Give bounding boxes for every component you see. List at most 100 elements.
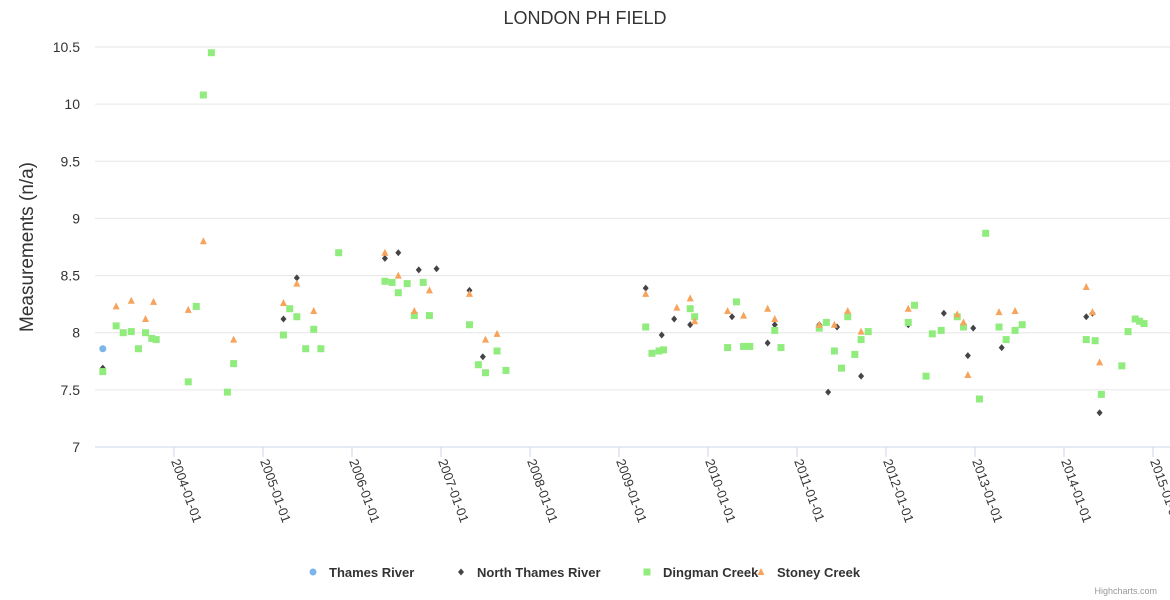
dingman-creek-point[interactable] xyxy=(317,345,325,353)
north-thames-river-point[interactable] xyxy=(729,313,736,321)
north-thames-river-point[interactable] xyxy=(825,388,832,396)
dingman-creek-point[interactable] xyxy=(844,313,852,321)
dingman-creek-point[interactable] xyxy=(152,336,160,344)
dingman-creek-point[interactable] xyxy=(482,369,489,377)
dingman-creek-point[interactable] xyxy=(207,49,215,57)
dingman-creek-point[interactable] xyxy=(1082,336,1090,344)
dingman-creek-point[interactable] xyxy=(746,342,754,350)
stoney-creek-point[interactable] xyxy=(953,310,961,318)
dingman-creek-point[interactable] xyxy=(388,278,396,286)
dingman-creek-point[interactable] xyxy=(199,91,207,99)
dingman-creek-point[interactable] xyxy=(134,345,142,353)
stoney-creek-point[interactable] xyxy=(394,271,402,279)
stoney-creek-point[interactable] xyxy=(410,307,418,314)
legend-label-dingman-creek[interactable]: Dingman Creek xyxy=(663,565,759,580)
stoney-creek-point[interactable] xyxy=(673,303,681,311)
dingman-creek-point[interactable] xyxy=(335,249,343,257)
dingman-creek-point[interactable] xyxy=(1131,315,1139,323)
dingman-creek-point[interactable] xyxy=(937,326,945,334)
stoney-creek-point[interactable] xyxy=(686,294,694,302)
dingman-creek-point[interactable] xyxy=(815,324,823,332)
dingman-creek-point[interactable] xyxy=(148,334,156,342)
dingman-creek-point[interactable] xyxy=(1011,326,1019,334)
dingman-creek-point[interactable] xyxy=(740,342,748,350)
dingman-creek-point[interactable] xyxy=(184,378,192,386)
credits-link[interactable]: Highcharts.com xyxy=(1094,586,1157,596)
dingman-creek-point[interactable] xyxy=(279,331,287,339)
legend-marker-thames-river[interactable] xyxy=(309,568,317,576)
north-thames-river-point[interactable] xyxy=(687,321,694,329)
legend-item-stoney-creek[interactable]: Stoney Creek xyxy=(757,565,861,580)
stoney-creek-point[interactable] xyxy=(857,327,865,335)
dingman-creek-point[interactable] xyxy=(474,361,482,369)
dingman-creek-point[interactable] xyxy=(410,312,418,320)
stoney-creek-point[interactable] xyxy=(150,297,158,305)
dingman-creek-point[interactable] xyxy=(1118,362,1126,370)
north-thames-river-point[interactable] xyxy=(395,249,402,257)
dingman-creek-point[interactable] xyxy=(425,312,433,320)
dingman-creek-point[interactable] xyxy=(691,313,699,321)
stoney-creek-point[interactable] xyxy=(142,315,150,322)
stoney-creek-point[interactable] xyxy=(425,286,433,294)
legend-item-north-thames-river[interactable]: North Thames River xyxy=(458,565,601,580)
dingman-creek-point[interactable] xyxy=(1140,320,1148,328)
dingman-creek-point[interactable] xyxy=(904,318,912,326)
legend-label-thames-river[interactable]: Thames River xyxy=(329,565,414,580)
north-thames-river-point[interactable] xyxy=(671,315,678,323)
dingman-creek-point[interactable] xyxy=(642,323,650,331)
stoney-creek-point[interactable] xyxy=(964,371,972,378)
dingman-creek-point[interactable] xyxy=(732,298,740,306)
dingman-creek-point[interactable] xyxy=(995,323,1003,331)
dingman-creek-point[interactable] xyxy=(777,344,785,352)
dingman-creek-point[interactable] xyxy=(394,289,402,297)
dingman-creek-point[interactable] xyxy=(493,347,501,355)
stoney-creek-point[interactable] xyxy=(381,248,389,256)
stoney-creek-point[interactable] xyxy=(279,299,287,306)
stoney-creek-point[interactable] xyxy=(184,305,192,313)
legend-item-dingman-creek[interactable]: Dingman Creek xyxy=(643,565,760,580)
dingman-creek-point[interactable] xyxy=(857,336,865,344)
stoney-creek-point[interactable] xyxy=(959,318,967,326)
dingman-creek-point[interactable] xyxy=(975,395,983,403)
north-thames-river-point[interactable] xyxy=(970,324,977,332)
north-thames-river-point[interactable] xyxy=(998,344,1005,352)
dingman-creek-point[interactable] xyxy=(419,278,427,286)
dingman-creek-point[interactable] xyxy=(99,368,107,376)
north-thames-river-point[interactable] xyxy=(940,309,947,317)
dingman-creek-point[interactable] xyxy=(223,388,231,396)
dingman-creek-point[interactable] xyxy=(230,360,238,368)
legend-marker-stoney-creek[interactable] xyxy=(757,568,765,575)
north-thames-river-point[interactable] xyxy=(771,321,778,329)
dingman-creek-point[interactable] xyxy=(142,329,150,337)
dingman-creek-point[interactable] xyxy=(838,364,845,372)
dingman-creek-point[interactable] xyxy=(724,344,732,352)
stoney-creek-point[interactable] xyxy=(1011,307,1019,314)
stoney-creek-point[interactable] xyxy=(724,307,732,314)
stoney-creek-point[interactable] xyxy=(1088,308,1096,316)
dingman-creek-point[interactable] xyxy=(910,301,918,309)
north-thames-river-point[interactable] xyxy=(415,266,422,274)
north-thames-river-point[interactable] xyxy=(1083,313,1090,321)
stoney-creek-point[interactable] xyxy=(199,237,207,245)
north-thames-river-point[interactable] xyxy=(433,265,440,273)
dingman-creek-point[interactable] xyxy=(1091,337,1099,345)
north-thames-river-point[interactable] xyxy=(479,353,486,361)
legend-marker-dingman-creek[interactable] xyxy=(643,568,651,576)
dingman-creek-point[interactable] xyxy=(864,328,872,336)
dingman-creek-point[interactable] xyxy=(1002,336,1010,344)
dingman-creek-point[interactable] xyxy=(771,326,779,334)
legend-item-thames-river[interactable]: Thames River xyxy=(309,565,415,580)
stoney-creek-point[interactable] xyxy=(815,320,823,328)
dingman-creek-point[interactable] xyxy=(119,329,127,337)
dingman-creek-point[interactable] xyxy=(830,347,838,355)
stoney-creek-point[interactable] xyxy=(1096,358,1104,366)
dingman-creek-point[interactable] xyxy=(660,346,667,354)
dingman-creek-point[interactable] xyxy=(310,325,318,333)
dingman-creek-point[interactable] xyxy=(286,305,294,313)
stoney-creek-point[interactable] xyxy=(1082,283,1090,290)
dingman-creek-point[interactable] xyxy=(293,313,301,321)
legend-marker-north-thames-river[interactable] xyxy=(458,568,464,576)
north-thames-river-point[interactable] xyxy=(642,284,649,292)
north-thames-river-point[interactable] xyxy=(293,274,300,282)
stoney-creek-point[interactable] xyxy=(771,315,779,322)
